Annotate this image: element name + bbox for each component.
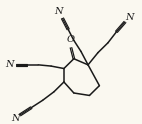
Text: N: N (6, 60, 14, 69)
Text: N: N (11, 114, 20, 123)
Text: O: O (67, 35, 75, 44)
Text: N: N (54, 7, 62, 16)
Text: N: N (125, 13, 133, 22)
